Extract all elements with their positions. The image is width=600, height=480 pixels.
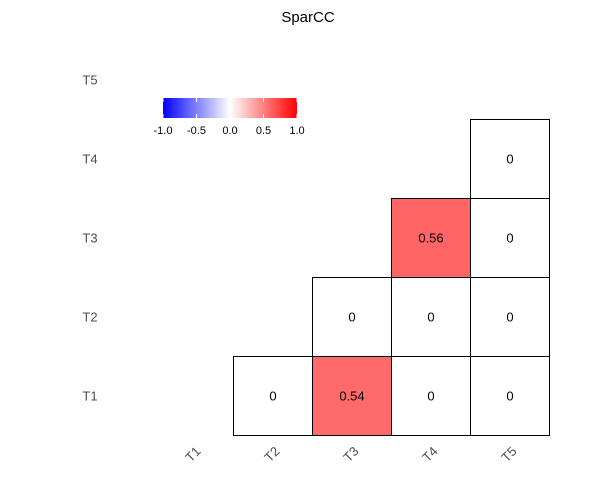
cells-layer: 0 0.54 0 0 0 0 0 0.56 0 0: [233, 119, 550, 436]
cell-value-label: 0: [427, 389, 434, 404]
cell-value-label: 0.54: [339, 389, 364, 404]
y-tick-label: T2: [82, 310, 97, 325]
heatmap-cell-T5-T2: [470, 277, 550, 357]
x-tick-label: T2: [261, 444, 282, 465]
y-tick-label: T1: [82, 389, 97, 404]
heatmap-cell-T4-T3: [391, 198, 471, 278]
legend-tick-label: -1.0: [154, 125, 173, 137]
cell-value-label: 0: [506, 310, 513, 325]
heatmap-cell-T5-T3: [470, 198, 550, 278]
y-tick-label: T5: [82, 73, 97, 88]
legend-tick-label: -0.5: [187, 125, 206, 137]
heatmap-cell-T5-T1: [470, 356, 550, 436]
y-axis: T1 T2 T3 T4 T5: [82, 73, 97, 404]
legend-ticks: -1.0 -0.5 0.0 0.5 1.0: [154, 98, 305, 137]
color-legend: -1.0 -0.5 0.0 0.5 1.0: [154, 98, 305, 137]
legend-tick-label: 0.0: [222, 125, 237, 137]
cell-value-label: 0: [506, 152, 513, 167]
x-tick-label: T4: [419, 444, 440, 465]
legend-tick-label: 0.5: [256, 125, 271, 137]
heatmap-cell-T4-T2: [391, 277, 471, 357]
cell-value-label: 0: [348, 310, 355, 325]
y-tick-label: T3: [82, 231, 97, 246]
heatmap-cell-T2-T1: [233, 356, 313, 436]
chart-title: SparCC: [281, 9, 335, 26]
cell-value-label: 0.56: [418, 231, 443, 246]
cell-value-label: 0: [506, 231, 513, 246]
heatmap-cell-T5-T4: [470, 119, 550, 199]
x-axis: T1 T2 T3 T4 T5: [182, 444, 519, 465]
x-tick-label: T3: [340, 444, 361, 465]
x-tick-label: T5: [498, 444, 519, 465]
cell-value-label: 0: [269, 389, 276, 404]
cell-value-label: 0: [506, 389, 513, 404]
legend-color-bar: [163, 98, 297, 118]
heatmap-cell-T3-T2: [312, 277, 392, 357]
heatmap-cell-T3-T1: [312, 356, 392, 436]
cell-value-label: 0: [427, 310, 434, 325]
legend-tick-label: 1.0: [289, 125, 304, 137]
x-tick-label: T1: [182, 444, 203, 465]
y-tick-label: T4: [82, 152, 97, 167]
